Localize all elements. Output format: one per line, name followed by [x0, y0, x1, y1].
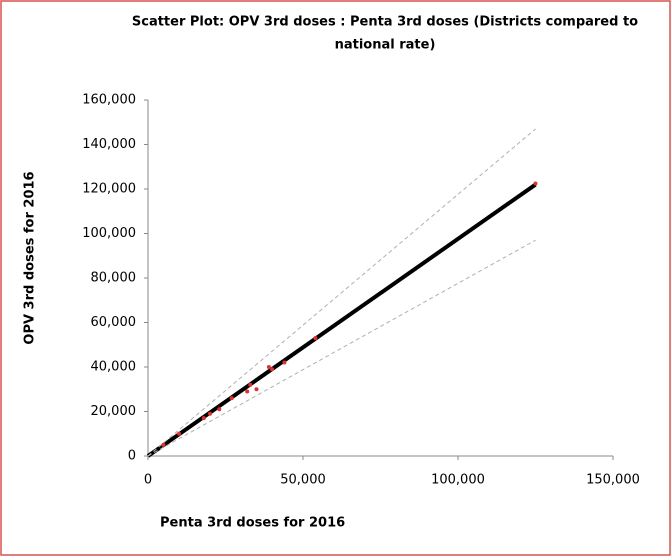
bound-line: [147, 128, 536, 457]
point: [161, 442, 166, 447]
x-axis-label: Penta 3rd doses for 2016: [160, 516, 345, 531]
point: [177, 431, 181, 436]
x-tick-label: 50,000: [280, 473, 326, 488]
point: [254, 387, 259, 392]
point: [313, 336, 318, 341]
x-tick-label: 100,000: [431, 473, 485, 488]
y-tick-label: 40,000: [91, 360, 137, 375]
point: [270, 367, 274, 372]
x-tick-label: 150,000: [586, 473, 640, 488]
point: [533, 181, 538, 186]
y-tick-label: 0: [128, 449, 136, 464]
y-tick-label: 160,000: [82, 93, 136, 108]
y-tick-label: 80,000: [91, 271, 137, 286]
x-tick-label: 0: [144, 473, 152, 488]
y-tick-label: 20,000: [91, 404, 137, 419]
bound-line: [147, 239, 536, 457]
point: [266, 365, 271, 369]
rate-line: [146, 182, 537, 458]
point: [229, 396, 234, 401]
point: [248, 382, 253, 387]
y-tick-label: 120,000: [82, 182, 136, 197]
point: [217, 407, 222, 412]
y-tick-label: 140,000: [82, 137, 136, 152]
y-tick-label: 100,000: [82, 226, 136, 241]
point: [282, 360, 287, 365]
chart-title: national rate): [335, 38, 436, 53]
y-tick-label: 60,000: [91, 315, 137, 330]
point: [245, 389, 250, 394]
point: [201, 416, 206, 421]
chart-title: Scatter Plot: OPV 3rd doses : Penta 3rd …: [132, 15, 638, 30]
y-axis-label: OPV 3rd doses for 2016: [23, 171, 38, 344]
point: [208, 411, 212, 416]
